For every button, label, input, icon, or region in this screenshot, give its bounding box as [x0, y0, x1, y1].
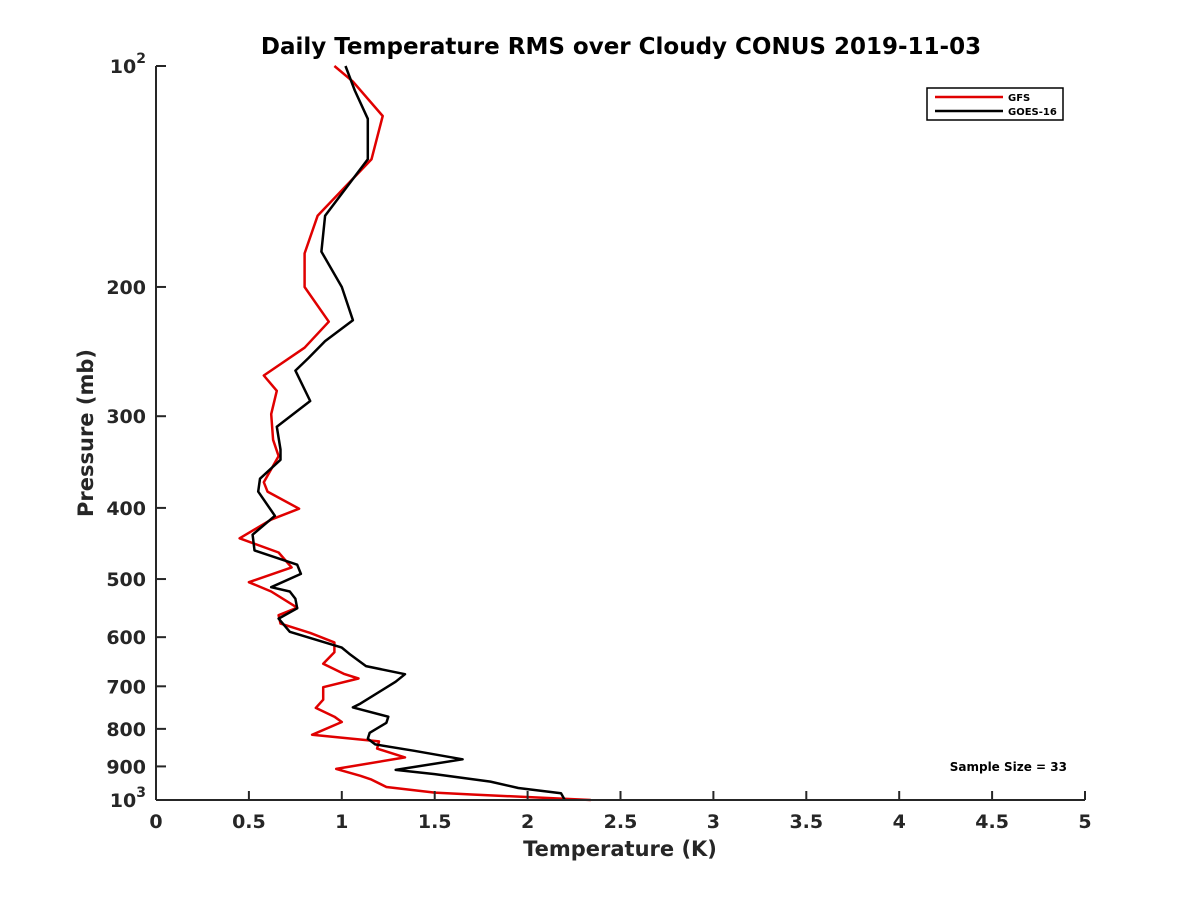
y-tick-label: 400 [106, 498, 146, 520]
y-tick-label: 500 [106, 569, 146, 591]
y-tick-label: 800 [106, 719, 146, 741]
y-tick-label: 600 [106, 627, 146, 649]
series-line-gfs [238, 65, 591, 802]
x-tick-label: 0 [149, 811, 162, 833]
x-tick-label: 2 [521, 811, 534, 833]
legend-box [926, 87, 1064, 121]
x-tick-label: 0.5 [232, 811, 266, 833]
x-tick-label: 1 [335, 811, 348, 833]
y-tick-label: 103 [110, 785, 146, 812]
y-tick-label: 900 [106, 756, 146, 778]
series-layer [238, 65, 591, 802]
y-axis-title: Pressure (mb) [74, 349, 98, 517]
legend-label-gfs: GFS [1008, 93, 1030, 104]
x-tick-label: 2.5 [604, 811, 638, 833]
x-tick-label: 1.5 [418, 811, 452, 833]
y-tick-label: 200 [106, 277, 146, 299]
x-tick-label: 4.5 [975, 811, 1009, 833]
legend: GFS GOES-16 [926, 87, 1064, 121]
sample-size-annotation: Sample Size = 33 [950, 760, 1067, 774]
x-tick-label: 3.5 [789, 811, 823, 833]
chart-title: Daily Temperature RMS over Cloudy CONUS … [261, 34, 981, 60]
x-tick-label: 3 [707, 811, 720, 833]
legend-label-goes16: GOES-16 [1008, 107, 1057, 118]
x-tick-label: 4 [893, 811, 906, 833]
x-axis-title: Temperature (K) [523, 837, 717, 861]
x-tick-label: 5 [1078, 811, 1091, 833]
y-tick-label: 700 [106, 676, 146, 698]
series-line-goes16 [251, 65, 566, 801]
x-ticks: 0 0.5 1 1.5 2 2.5 3 3.5 4 4.5 5 [149, 791, 1092, 833]
y-tick-label: 300 [106, 406, 146, 428]
